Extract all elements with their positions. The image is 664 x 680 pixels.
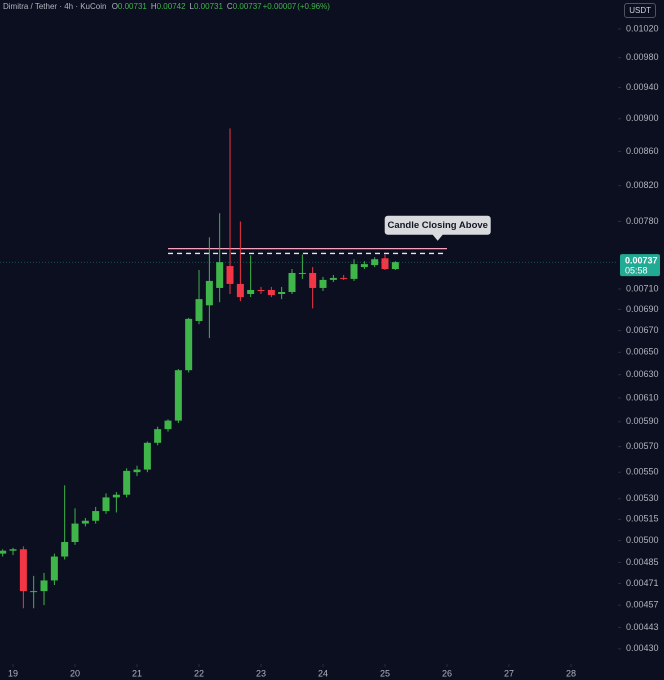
x-tick-label: 27 xyxy=(504,668,514,678)
candle-body xyxy=(360,264,368,268)
candle-body xyxy=(0,550,7,554)
x-tick-label: 26 xyxy=(442,668,452,678)
last-price-box xyxy=(620,254,660,277)
y-tick-label: 0.00780 xyxy=(626,216,659,226)
y-tick-label: 0.00690 xyxy=(626,304,659,314)
candle-body xyxy=(50,556,58,581)
last-price-label: 0.00737 xyxy=(625,256,658,266)
x-tick-label: 25 xyxy=(380,668,390,678)
candle-body xyxy=(371,259,379,266)
y-tick-label: 0.00515 xyxy=(626,514,659,524)
candle-body xyxy=(81,520,89,524)
y-tick-label: 0.00570 xyxy=(626,441,659,451)
candle-body xyxy=(329,277,337,280)
y-tick-label: 0.00457 xyxy=(626,599,659,609)
candle-body xyxy=(185,318,193,371)
y-tick-label: 0.00500 xyxy=(626,535,659,545)
candle-body xyxy=(19,549,27,592)
callout-text: Candle Closing Above xyxy=(387,220,487,231)
y-tick-label: 0.00710 xyxy=(626,283,659,293)
candle-body xyxy=(133,469,141,473)
y-tick-label: 0.00443 xyxy=(626,622,659,632)
y-tick-label: 0.00550 xyxy=(626,467,659,477)
candle-body xyxy=(102,497,110,512)
candle-body xyxy=(9,549,17,551)
candle-body xyxy=(154,429,162,443)
y-tick-label: 0.00485 xyxy=(626,557,659,567)
x-tick-label: 21 xyxy=(132,668,142,678)
x-tick-label: 23 xyxy=(256,668,266,678)
y-tick-label: 0.00670 xyxy=(626,325,659,335)
ohlc-value: 0.00731 xyxy=(117,2,147,11)
y-tick-label: 0.01020 xyxy=(626,23,659,33)
candle-body xyxy=(30,591,38,593)
candle-body xyxy=(391,262,399,270)
candle-body xyxy=(174,370,182,421)
candle-body xyxy=(216,262,224,288)
x-tick-label: 22 xyxy=(194,668,204,678)
candle-body xyxy=(143,442,151,470)
candle-body xyxy=(71,523,79,543)
candle-body xyxy=(247,289,255,295)
ohlc-key: H xyxy=(150,2,157,11)
y-tick-label: 0.00630 xyxy=(626,369,659,379)
candle-body xyxy=(61,542,69,557)
ohlc-value: 0.00731 xyxy=(194,2,223,11)
candle-body xyxy=(112,494,120,498)
x-tick-label: 24 xyxy=(318,668,328,678)
y-tick-label: 0.00980 xyxy=(626,52,659,62)
candle-body xyxy=(92,511,100,521)
y-tick-label: 0.00820 xyxy=(626,180,659,190)
candle-body xyxy=(195,299,203,321)
callout-box xyxy=(384,215,491,241)
y-tick-label: 0.00860 xyxy=(626,146,659,156)
x-tick-label: 20 xyxy=(70,668,80,678)
x-tick-label: 19 xyxy=(8,668,18,678)
y-tick-label: 0.00471 xyxy=(626,578,659,588)
y-tick-label: 0.00900 xyxy=(626,113,659,123)
candle-body xyxy=(298,272,306,274)
y-tick-label: 0.00530 xyxy=(626,493,659,503)
ohlc-key: C xyxy=(226,2,233,11)
x-tick-label: 28 xyxy=(566,668,576,678)
y-tick-label: 0.00590 xyxy=(626,416,659,426)
candle-body xyxy=(123,470,131,495)
y-tick-label: 0.00610 xyxy=(626,392,659,402)
candle-body xyxy=(278,291,286,295)
ohlc-value: 0.00737 xyxy=(232,2,262,11)
y-tick-label: 0.00650 xyxy=(626,347,659,357)
candle-body xyxy=(236,283,244,298)
candle-body xyxy=(257,289,265,291)
candle-body xyxy=(309,272,317,288)
candle-body xyxy=(205,280,213,306)
candle-body xyxy=(40,580,48,592)
legend-header: Dimitra / Tether · 4h · KuCoin O0.00731 H… xyxy=(3,2,334,11)
candle-body xyxy=(340,277,348,279)
candle-body xyxy=(381,258,389,270)
ohlc-value: 0.00742 xyxy=(156,2,186,11)
candle-body xyxy=(267,289,275,296)
symbol: Dimitra / Tether · 4h · KuCoin xyxy=(3,2,107,11)
change: +0.00007 xyxy=(262,2,297,11)
candle-body xyxy=(288,272,296,292)
countdown: 05:58 xyxy=(625,266,648,276)
ohlc-key: O xyxy=(111,2,118,11)
ohlc-key: L xyxy=(189,2,194,11)
candle-body xyxy=(319,279,327,288)
y-tick-label: 0.00430 xyxy=(626,643,659,653)
y-tick-label: 0.00940 xyxy=(626,82,659,92)
change-pct: (+0.96%) xyxy=(297,2,330,11)
candle-body xyxy=(350,264,358,279)
currency-button[interactable]: USDT xyxy=(624,3,656,18)
candle-body xyxy=(164,420,172,430)
candle-body xyxy=(226,266,234,284)
